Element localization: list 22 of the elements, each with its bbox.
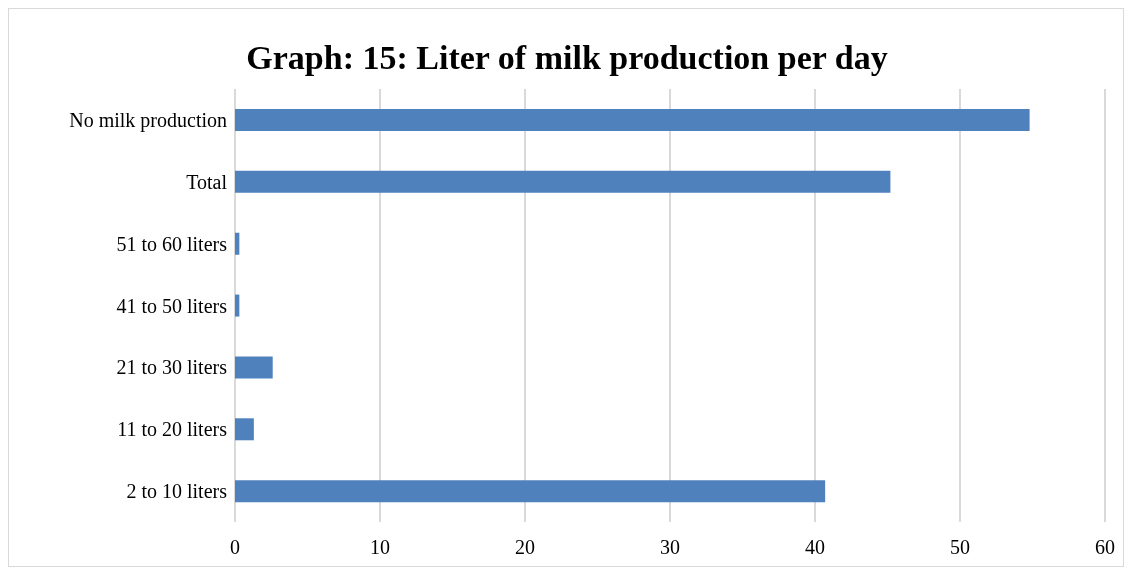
y-tick-label: Total (186, 170, 228, 193)
bar (235, 109, 1030, 131)
y-tick-label: 2 to 10 liters (126, 480, 228, 503)
bar (235, 418, 254, 441)
x-tick-label: 60 (1095, 536, 1115, 559)
x-tick-label: 40 (805, 536, 825, 559)
bar (235, 480, 826, 503)
x-tick-label: 20 (515, 536, 535, 559)
bar (235, 232, 240, 255)
y-tick-label: No milk production (69, 109, 227, 133)
y-tick-label: 11 to 20 liters (117, 418, 228, 441)
bar (235, 356, 273, 379)
x-tick-label: 10 (370, 536, 390, 559)
y-tick-label: 21 to 30 liters (116, 356, 228, 379)
chart-title: Graph: 15: Liter of milk production per day (245, 39, 889, 77)
y-tick-label: 41 to 50 liters (116, 294, 228, 317)
bar (235, 170, 891, 193)
bar (235, 294, 240, 317)
x-tick-label: 0 (230, 536, 240, 559)
x-tick-label: 30 (660, 536, 680, 559)
y-tick-label: 51 to 60 liters (116, 232, 228, 255)
x-tick-label: 50 (950, 536, 970, 559)
